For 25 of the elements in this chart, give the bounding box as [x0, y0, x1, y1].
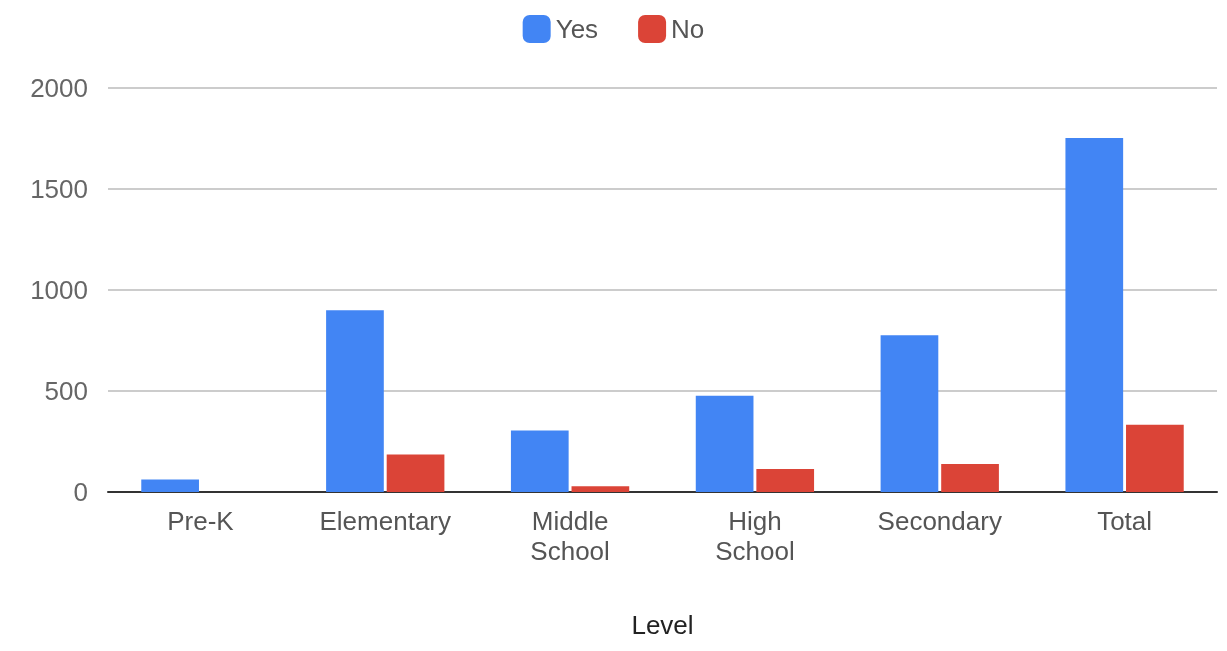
y-tick-label: 2000 [30, 73, 88, 103]
y-tick-label: 500 [44, 376, 88, 406]
x-axis-title: Level [631, 610, 694, 640]
bar [510, 430, 569, 492]
legend-label: Yes [555, 14, 599, 44]
y-tick-label: 1000 [30, 275, 88, 305]
x-tick-label: Secondary [877, 506, 1002, 536]
bar [1065, 138, 1124, 492]
x-tick-label: Middle School [530, 506, 610, 566]
bar [326, 310, 384, 492]
x-tick-label: Total [1097, 506, 1153, 536]
bar [880, 335, 939, 492]
x-tick-label: Elementary [319, 506, 451, 536]
bar [1126, 424, 1184, 492]
bar [695, 395, 754, 492]
bar [571, 486, 630, 492]
bar [386, 454, 445, 492]
bar [141, 479, 199, 492]
x-tick-label: Pre-K [167, 506, 235, 536]
y-tick-label: 0 [73, 477, 88, 507]
y-tick-label: 1500 [30, 174, 88, 204]
x-tick-label: High School [715, 506, 795, 566]
legend-label: No [671, 14, 705, 44]
bar [941, 464, 999, 492]
bar [756, 468, 815, 492]
